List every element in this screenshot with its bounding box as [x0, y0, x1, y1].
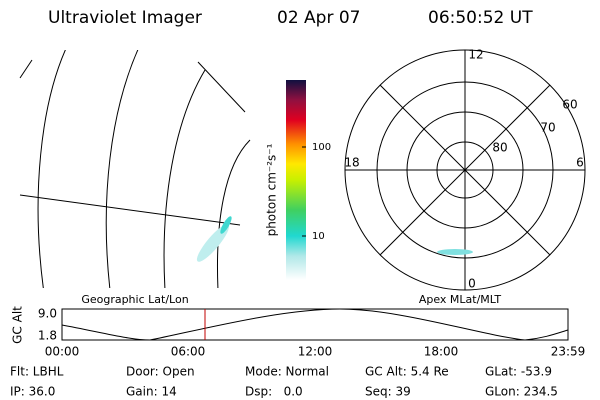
footer-field: Flt: LBHL [10, 365, 64, 379]
footer-field: GLon: 234.5 [485, 385, 558, 399]
x-label: 18:00 [424, 345, 459, 359]
altitude-plot: GC Alt 9.0 1.8 00:00 06:00 12:00 18:00 2… [11, 306, 586, 359]
mlt-label: 0 [468, 277, 476, 291]
axis-label: GC Alt [11, 306, 25, 344]
x-label: 06:00 [171, 345, 206, 359]
grid-line [19, 194, 241, 226]
colorbar-scale [286, 80, 306, 280]
polar-panel: 12 18 6 0 60 70 80 [344, 48, 586, 291]
footer-field: Seq: 39 [365, 385, 411, 399]
mlt-label: 12 [468, 48, 483, 62]
lat-label: 80 [492, 141, 507, 155]
footer-field: IP: 36.0 [10, 385, 55, 399]
mlt-label: 18 [344, 156, 359, 170]
mlt-label: 6 [576, 156, 584, 170]
x-label: 12:00 [298, 345, 333, 359]
footer-field: GC Alt: 5.4 Re [365, 365, 449, 379]
footer-field: Door: Open [126, 365, 195, 379]
footer-field: Dsp: 0.0 [245, 385, 303, 399]
y-label: 9.0 [38, 307, 57, 321]
grid-arc [37, 50, 66, 288]
time: 06:50:52 UT [428, 8, 533, 28]
y-label: 1.8 [38, 329, 57, 343]
aurora [437, 249, 473, 255]
header: Ultraviolet Imager 02 Apr 07 06:50:52 UT [48, 8, 533, 28]
geographic-panel [19, 50, 251, 288]
footer-field: Mode: Normal [245, 365, 329, 379]
colorbar-tick-label: 10 [312, 231, 325, 242]
panel-caption: Geographic Lat/Lon [81, 293, 188, 306]
footer-field: GLat: -53.9 [485, 365, 552, 379]
colorbar-label: photon cm⁻²s⁻¹ [265, 143, 279, 236]
lat-label: 70 [540, 121, 555, 135]
date: 02 Apr 07 [277, 8, 360, 28]
footer-field: Gain: 14 [126, 385, 177, 399]
x-label: 23:59 [551, 345, 586, 359]
aurora [220, 216, 232, 234]
lat-label: 60 [562, 98, 577, 112]
grid-arc [217, 139, 251, 288]
grid-arc [19, 59, 33, 79]
grid-line [197, 61, 246, 113]
footer: Flt: LBHL Door: Open Mode: Normal GC Alt: 5… [10, 365, 558, 399]
colorbar: 100 10 photon cm⁻²s⁻¹ [265, 80, 331, 280]
instrument: Ultraviolet Imager [48, 8, 202, 28]
colorbar-tick-label: 100 [312, 142, 331, 153]
x-label: 00:00 [45, 345, 80, 359]
grid-arc [163, 69, 206, 288]
grid-arc [105, 50, 139, 288]
panel-caption: Apex MLat/MLT [419, 293, 502, 306]
